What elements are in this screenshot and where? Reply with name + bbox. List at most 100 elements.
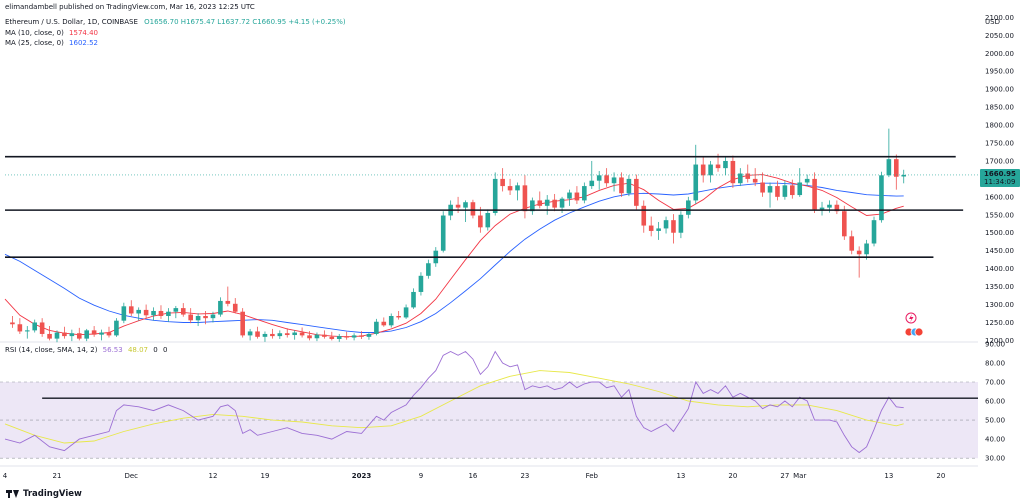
x-tick-label: 2023 (352, 472, 372, 480)
ma10-legend[interactable]: MA (10, close, 0) 1574.40 (5, 29, 98, 37)
x-tick-label: 20 (936, 472, 945, 480)
candle-body (411, 291, 416, 308)
candle (775, 180, 780, 201)
candle (804, 174, 810, 187)
candle-body (455, 204, 461, 208)
price-tick-label: 1600.00 (985, 193, 1014, 201)
candle (767, 182, 773, 208)
ma25-value: 1602.52 (69, 39, 98, 47)
candle (262, 331, 268, 342)
candle (901, 169, 907, 184)
candle-body (440, 215, 446, 251)
candle (366, 332, 372, 340)
candle-body (62, 332, 67, 337)
candle (188, 308, 193, 324)
candle (114, 318, 119, 337)
price-tick-label: 1900.00 (985, 86, 1014, 94)
tradingview-icon (6, 490, 20, 498)
candle-body (663, 220, 669, 229)
price-tag-box (980, 168, 1020, 187)
candle (507, 178, 513, 196)
candle (336, 333, 342, 342)
candle (143, 304, 149, 319)
candle (277, 330, 283, 339)
candle (574, 186, 580, 205)
candle-body (351, 335, 357, 338)
x-tick-label: 21 (53, 472, 62, 480)
candle (485, 209, 491, 231)
x-tick-label: 27 (780, 472, 789, 480)
candle-body (693, 164, 699, 201)
candle (842, 205, 847, 240)
candle (537, 191, 543, 209)
candle (470, 199, 476, 219)
candle-body (619, 177, 624, 194)
candle-body (225, 300, 231, 304)
x-tick-label: 20 (728, 472, 737, 480)
candle (84, 328, 90, 342)
candle-body (634, 178, 639, 206)
candle (582, 182, 587, 204)
candle (99, 329, 104, 341)
rsi-sma-value: 48.07 (127, 346, 148, 354)
candle-body (39, 322, 45, 334)
news-icon-dot-3 (914, 327, 924, 337)
candle-body (180, 308, 186, 315)
candle (374, 318, 379, 336)
candle-body (470, 202, 476, 216)
candle (136, 307, 141, 321)
candle-body (723, 160, 728, 169)
candle (700, 156, 706, 183)
candle (106, 326, 112, 338)
price-tick-label: 1800.00 (985, 122, 1014, 130)
tradingview-wordmark: TradingView (23, 489, 82, 499)
candle (656, 221, 661, 240)
candle (515, 182, 520, 201)
ma25-legend[interactable]: MA (25, close, 0) 1602.52 (5, 39, 98, 47)
candle-body (871, 220, 877, 244)
price-tick-label: 2050.00 (985, 32, 1014, 40)
candle-body (582, 186, 587, 201)
candle (91, 326, 97, 337)
candle-body (76, 333, 82, 339)
candle (648, 216, 654, 237)
price-tick-label: 1200.00 (985, 337, 1014, 345)
x-tick-label: Feb (586, 472, 599, 480)
candle (17, 318, 23, 334)
candle-body (255, 331, 260, 337)
rsi-extra-2: 0 (162, 346, 168, 354)
candle-body (537, 200, 543, 206)
candle (492, 172, 498, 216)
candle (812, 172, 817, 213)
candle-body (99, 332, 104, 335)
candle-body (240, 311, 245, 336)
candle-body (738, 173, 743, 184)
candle-body (344, 336, 349, 338)
candle-body (700, 164, 706, 176)
rsi-legend[interactable]: RSI (14, close, SMA, 14, 2) 56.53 48.07 … (5, 346, 167, 354)
candle-body (856, 250, 862, 255)
candle-body (91, 330, 97, 335)
candle (663, 216, 669, 234)
candle-body (32, 322, 38, 331)
candle-body (656, 228, 661, 231)
candle-body (515, 185, 520, 191)
price-tick-label: 2100.00 (985, 14, 1014, 22)
symbol-name[interactable]: Ethereum / U.S. Dollar, 1D, COINBASE (5, 18, 138, 26)
candle (180, 303, 186, 317)
price-tick-label: 1550.00 (985, 211, 1014, 219)
candle (62, 326, 67, 339)
candle-body (418, 275, 424, 292)
candle-body (314, 334, 320, 339)
candle (351, 333, 357, 341)
candle-body (574, 192, 580, 201)
candle (730, 155, 736, 188)
candle-body (492, 178, 498, 213)
candle-body (478, 215, 483, 228)
candle (247, 328, 253, 341)
candle (381, 317, 387, 327)
candle-body (218, 300, 223, 315)
candle (76, 327, 82, 341)
candle-body (151, 310, 156, 316)
candle (240, 308, 245, 338)
